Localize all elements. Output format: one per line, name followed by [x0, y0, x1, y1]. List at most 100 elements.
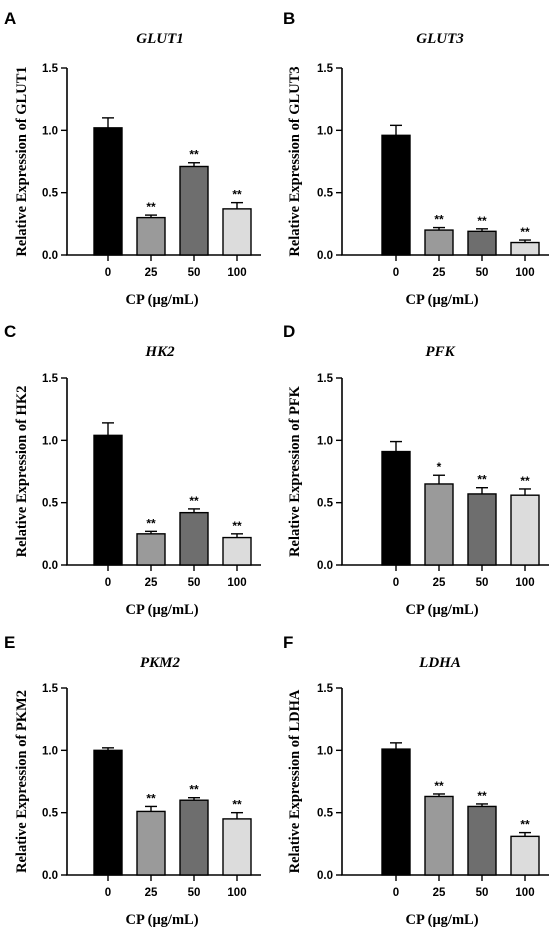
y-tick-label: 1.0 [42, 125, 58, 137]
x-axis-label: CP (μg/mL) [125, 912, 198, 928]
bar-50 [179, 799, 209, 876]
x-tick-label: 50 [476, 887, 489, 899]
bar-0 [93, 127, 123, 256]
x-tick-label: 0 [393, 887, 399, 899]
y-tick-label: 0.0 [317, 870, 333, 882]
x-tick-label: 100 [227, 267, 246, 279]
y-tick-label: 1.5 [42, 63, 59, 75]
y-tick-label: 0.0 [42, 560, 58, 572]
y-tick-label: 0.5 [42, 498, 59, 510]
bar-100 [222, 818, 252, 876]
y-tick-label: 1.0 [42, 745, 58, 757]
chart-panel-e: E PKM2 Relative Expression of PKM2 0.0 0.5 1.… [4, 633, 261, 928]
panel-letter: F [283, 633, 293, 652]
x-tick-label: 0 [105, 267, 111, 279]
x-tick-label: 25 [145, 267, 158, 279]
y-tick-label: 1.5 [317, 373, 334, 385]
chart-title: HK2 [144, 344, 175, 360]
bar-25 [136, 533, 166, 566]
significance-marker: ** [434, 779, 444, 793]
x-tick-label: 100 [515, 887, 534, 899]
y-tick-label: 0.0 [317, 250, 333, 262]
bar-100 [222, 208, 252, 256]
y-tick-label: 1.0 [42, 435, 58, 447]
bar-0 [381, 450, 411, 566]
chart-title: LDHA [418, 655, 461, 671]
bar-50 [467, 805, 497, 876]
y-axis-label: Relative Expression of GLUT1 [14, 66, 30, 256]
x-tick-label: 100 [515, 267, 534, 279]
y-tick-label: 0.0 [42, 870, 58, 882]
chart-panel-a: A GLUT1 Relative Expression of GLUT1 0.0 0.5… [4, 9, 261, 308]
chart-panel-b: B GLUT3 Relative Expression of GLUT3 0.0 0.5… [283, 9, 549, 308]
significance-marker: ** [232, 188, 242, 202]
significance-marker: ** [189, 148, 199, 162]
x-tick-label: 25 [145, 887, 158, 899]
y-tick-label: 1.0 [317, 435, 333, 447]
y-tick-label: 0.5 [317, 808, 334, 820]
x-tick-label: 25 [145, 577, 158, 589]
chart-title: GLUT3 [416, 31, 464, 47]
bar-0 [381, 134, 411, 256]
bar-25 [424, 483, 454, 566]
y-tick-label: 1.5 [317, 63, 334, 75]
bar-25 [424, 229, 454, 256]
x-tick-label: 50 [188, 887, 201, 899]
x-axis-label: CP (μg/mL) [405, 912, 478, 928]
chart-panel-d: D PFK Relative Expression of PFK 0.0 0.5 1.0 1… [283, 322, 549, 618]
x-tick-label: 50 [476, 577, 489, 589]
bar-25 [424, 795, 454, 876]
chart-title: GLUT1 [136, 31, 184, 47]
x-tick-label: 25 [433, 887, 446, 899]
bar-25 [136, 216, 166, 256]
panel-letter: A [4, 9, 16, 28]
panel-letter: C [4, 322, 16, 341]
significance-marker: ** [434, 213, 444, 227]
significance-marker: ** [146, 516, 156, 530]
bar-0 [381, 748, 411, 876]
y-tick-label: 1.0 [317, 745, 333, 757]
y-tick-label: 0.5 [42, 188, 59, 200]
bar-100 [510, 835, 540, 876]
panel-letter: D [283, 322, 295, 341]
x-axis-label: CP (μg/mL) [405, 292, 478, 308]
x-axis-label: CP (μg/mL) [125, 602, 198, 618]
chart-title: PFK [425, 344, 455, 360]
y-tick-label: 1.5 [42, 373, 59, 385]
significance-marker: ** [520, 818, 530, 832]
bar-50 [179, 165, 209, 256]
y-tick-label: 0.5 [317, 188, 334, 200]
x-tick-label: 100 [515, 577, 534, 589]
x-tick-label: 100 [227, 887, 246, 899]
x-axis-label: CP (μg/mL) [125, 292, 198, 308]
bar-100 [510, 494, 540, 566]
significance-marker: ** [232, 519, 242, 533]
y-tick-label: 0.0 [42, 250, 58, 262]
x-tick-label: 50 [188, 577, 201, 589]
significance-marker: ** [520, 225, 530, 239]
significance-marker: ** [477, 789, 487, 803]
panel-letter: B [283, 9, 295, 28]
x-tick-label: 25 [433, 267, 446, 279]
x-tick-label: 0 [393, 267, 399, 279]
bar-50 [467, 493, 497, 566]
bar-100 [510, 241, 540, 256]
significance-marker: ** [146, 200, 156, 214]
chart-title: PKM2 [140, 655, 181, 671]
bar-100 [222, 536, 252, 566]
x-axis-label: CP (μg/mL) [405, 602, 478, 618]
x-tick-label: 0 [105, 887, 111, 899]
y-tick-label: 1.5 [317, 683, 334, 695]
significance-marker: ** [477, 473, 487, 487]
y-axis-label: Relative Expression of GLUT3 [287, 66, 303, 256]
chart-panel-f: F LDHA Relative Expression of LDHA 0.0 0.5 1.… [283, 633, 549, 928]
x-tick-label: 100 [227, 577, 246, 589]
y-axis-label: Relative Expression of LDHA [287, 689, 303, 873]
y-tick-label: 0.5 [42, 808, 59, 820]
y-axis-label: Relative Expression of PFK [287, 385, 303, 557]
y-tick-label: 0.0 [317, 560, 333, 572]
x-tick-label: 0 [393, 577, 399, 589]
bar-50 [179, 511, 209, 566]
y-axis-label: Relative Expression of HK2 [14, 386, 30, 558]
